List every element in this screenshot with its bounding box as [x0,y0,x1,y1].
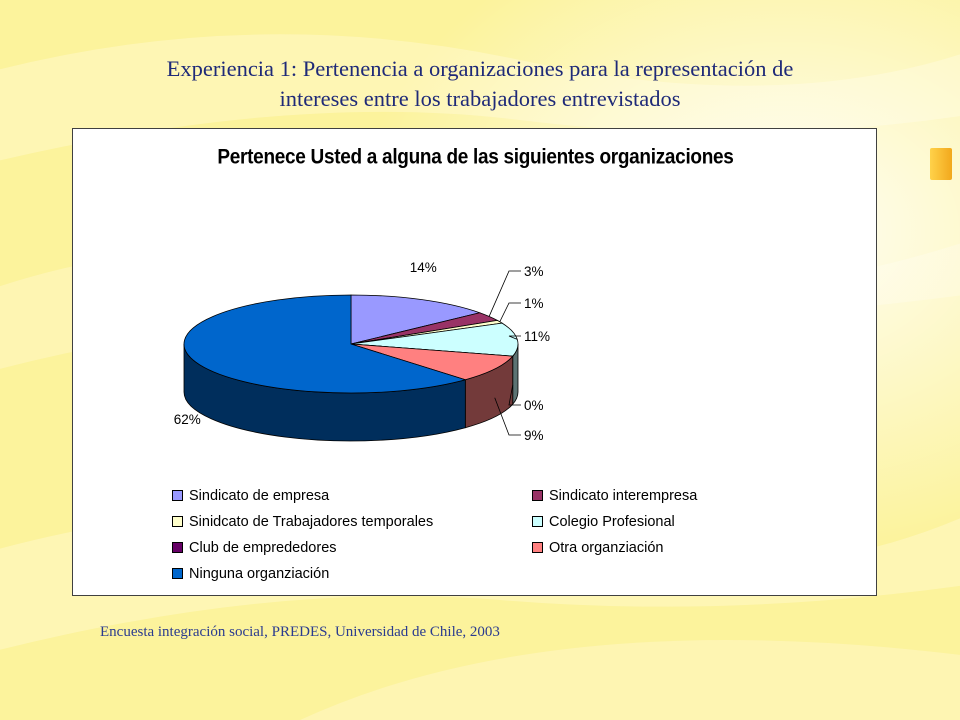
data-label-sindicato-interempresa: 3% [524,264,544,279]
legend-swatch [532,541,543,553]
leader-line-club-de-emprededores [508,384,521,406]
slide-title-line-2: intereses entre los trabajadores entrevi… [279,86,681,111]
legend-item-colegio-profesional: Colegio Profesional [532,512,675,532]
leader-line-colegio-profesional [508,335,521,340]
pie-top-faces [183,294,519,394]
legend-label: Sindicato de empresa [189,488,330,504]
pie-slice-ninguna-organziaci-n [183,294,467,394]
slide-title-line-1: Experiencia 1: Pertenencia a organizacio… [166,56,794,81]
legend-label: Otra organziación [549,540,664,556]
legend-item-sinidcato-de-trabajadores-temporales: Sinidcato de Trabajadores temporales [172,512,433,532]
legend-swatch [172,541,183,553]
source-note: Encuesta integración social, PREDES, Uni… [100,624,500,640]
data-label-ninguna-organziaci-n: 62% [174,412,201,427]
pie-chart: 14% 3% 1% 11% 0% 9% 62% [174,260,550,443]
legend-item-ninguna-organziaci-n: Ninguna organziación [172,564,329,584]
legend-label: Club de emprededores [189,540,337,556]
leader-line-sinidcato-de-trabajadores-temporales [499,302,521,322]
legend-swatch [172,515,183,527]
leader-line-otra-organziaci-n [494,397,521,436]
legend-label: Sindicato interempresa [549,488,698,504]
legend-swatch [172,489,183,501]
legend-item-otra-organziaci-n: Otra organziación [532,538,663,558]
chart-legend: Sindicato de empresa Sindicato interempre… [119,481,841,591]
legend-swatch [172,567,183,579]
legend-label: Sinidcato de Trabajadores temporales [189,514,434,530]
pie-slice-otra-organziaci-n [350,343,514,381]
chart-title: Pertenece Usted a alguna de las siguient… [217,145,734,170]
legend-swatch [532,515,543,527]
data-label-club-de-emprededores: 0% [524,398,544,413]
pie-slice-sindicato-de-empresa [350,294,482,345]
data-label-sindicato-de-empresa: 14% [410,260,437,275]
legend-item-sindicato-de-empresa: Sindicato de empresa [172,486,329,506]
chart-frame: 14% 3% 1% 11% 0% 9% 62% Pertenece Usted a algu… [72,128,877,596]
legend-swatch [532,489,543,501]
legend-item-club-de-emprededores: Club de emprededores [172,538,337,558]
leader-line-sindicato-interempresa [488,270,521,317]
legend-label: Ninguna organziación [189,566,330,582]
data-label-colegio-profesional: 11% [524,329,550,344]
slide-title: Experiencia 1: Pertenencia a organizacio… [60,54,900,114]
data-label-otra-organziaci-n: 9% [524,428,544,443]
corner-tab-decoration [930,148,952,180]
legend-item-sindicato-interempresa: Sindicato interempresa [532,486,697,506]
data-label-sinidcato-de-trabajadores-temporales: 1% [524,296,544,311]
legend-label: Colegio Profesional [549,514,675,530]
pie-data-labels: 14% 3% 1% 11% 0% 9% 62% [174,260,550,443]
